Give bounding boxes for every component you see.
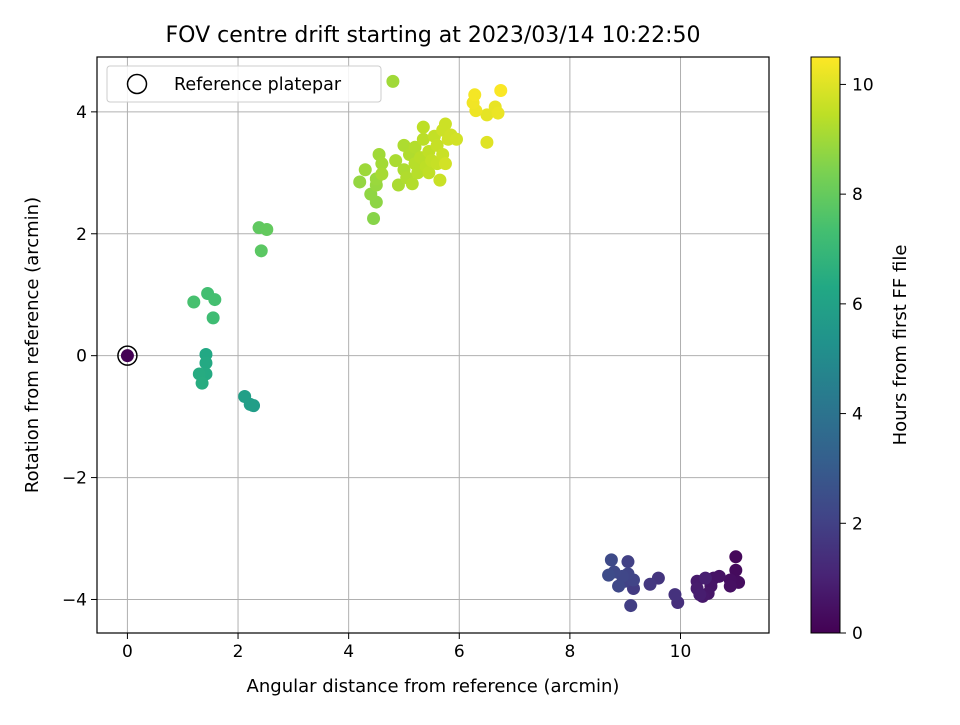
data-point <box>416 120 430 134</box>
data-point <box>208 293 222 307</box>
legend-box <box>106 65 382 103</box>
data-point <box>668 588 682 602</box>
reference-marker <box>117 345 138 366</box>
colorbar-tick-label: 10 <box>852 75 874 95</box>
y-tick-label: 0 <box>76 347 87 367</box>
y-axis-label: Rotation from reference (arcmin) <box>22 197 43 493</box>
data-point <box>729 563 743 577</box>
legend-label: Reference platepar <box>174 75 342 95</box>
x-tick-label: 8 <box>564 642 575 662</box>
y-axis-ticks: −4 −2 0 2 4 <box>62 103 97 610</box>
data-point <box>199 356 213 370</box>
data-point <box>260 222 274 236</box>
data-point <box>206 311 220 325</box>
data-point <box>405 177 419 191</box>
data-point <box>422 166 436 180</box>
data-point <box>480 108 494 122</box>
data-point <box>612 579 626 593</box>
data-point <box>624 599 638 613</box>
x-tick-label: 4 <box>343 642 354 662</box>
colorbar <box>810 56 841 634</box>
data-point <box>375 157 389 171</box>
data-point <box>375 167 389 181</box>
x-axis-label: Angular distance from reference (arcmin) <box>247 676 620 697</box>
chart-title: FOV centre drift starting at 2023/03/14 … <box>166 23 701 48</box>
data-point <box>187 295 201 309</box>
data-point <box>621 555 635 569</box>
data-point <box>438 117 452 131</box>
colorbar-tick-label: 4 <box>852 405 863 425</box>
data-point <box>120 349 134 363</box>
data-point <box>480 135 494 149</box>
plot-frame <box>96 56 770 634</box>
x-tick-label: 2 <box>233 642 244 662</box>
y-tick-label: −2 <box>62 469 87 489</box>
data-point <box>353 175 367 189</box>
data-point <box>438 157 452 171</box>
colorbar-ticks: 0 2 4 6 8 10 <box>840 75 874 644</box>
legend: Reference platepar <box>106 65 382 103</box>
data-point <box>602 568 616 582</box>
data-point <box>408 140 422 154</box>
data-point <box>698 571 712 585</box>
data-point <box>254 244 268 258</box>
data-point <box>358 163 372 177</box>
legend-marker <box>126 73 148 95</box>
colorbar-label: Hours from first FF file <box>890 245 911 446</box>
x-tick-label: 6 <box>454 642 465 662</box>
data-point <box>729 550 743 564</box>
data-point <box>433 173 447 187</box>
colorbar-tick-label: 8 <box>852 185 863 205</box>
colorbar-tick-label: 6 <box>852 295 863 315</box>
data-point <box>416 132 430 146</box>
y-tick-label: 2 <box>76 225 87 245</box>
reference-circle <box>117 345 138 366</box>
data-point <box>491 106 505 120</box>
data-point <box>643 577 657 591</box>
data-point <box>693 588 707 602</box>
colorbar-tick-label: 2 <box>852 514 863 534</box>
data-point <box>389 154 403 168</box>
y-tick-label: 4 <box>76 103 87 123</box>
data-point <box>468 88 482 102</box>
data-points <box>120 74 746 613</box>
data-point <box>494 84 508 98</box>
data-point <box>723 579 737 593</box>
data-point <box>367 212 381 226</box>
data-point <box>238 390 252 404</box>
x-tick-label: 0 <box>122 642 133 662</box>
x-tick-label: 10 <box>670 642 692 662</box>
data-point <box>450 132 464 146</box>
y-tick-label: −4 <box>62 590 87 610</box>
data-point <box>195 376 209 390</box>
x-axis-ticks: 0 2 4 6 8 10 <box>122 633 691 662</box>
data-point <box>386 74 400 88</box>
data-point <box>604 553 618 567</box>
colorbar-tick-label: 0 <box>852 624 863 644</box>
